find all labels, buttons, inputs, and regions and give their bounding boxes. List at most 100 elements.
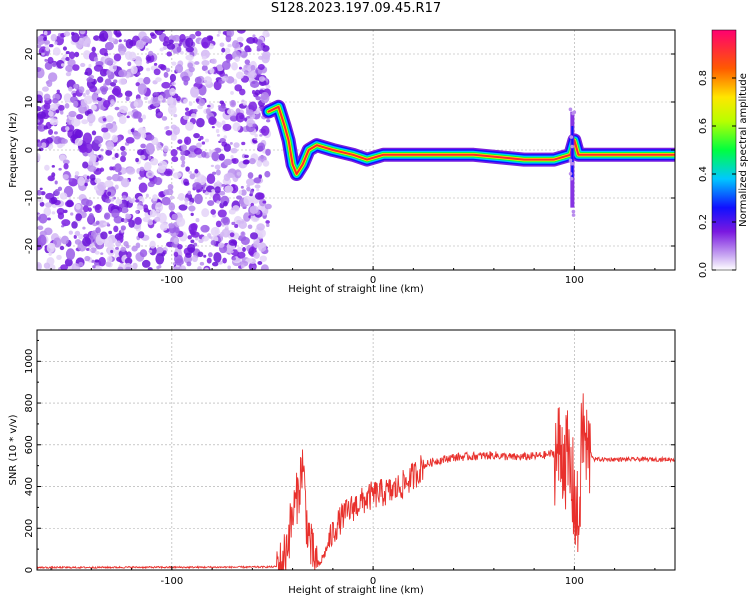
noise-blob — [120, 178, 130, 188]
noise-blob — [168, 39, 174, 44]
noise-blob — [71, 263, 81, 270]
noise-blob — [174, 258, 184, 266]
noise-blob — [215, 220, 222, 228]
noise-blob — [137, 149, 145, 156]
noise-blob — [126, 251, 132, 259]
noise-blob — [73, 100, 79, 108]
noise-blob — [49, 118, 59, 126]
noise-blob — [74, 171, 80, 176]
noise-blob — [245, 178, 256, 186]
spike-scatter — [568, 158, 573, 163]
noise-blob — [81, 36, 91, 48]
noise-blob — [150, 158, 159, 166]
noise-blob — [91, 130, 97, 136]
noise-blob — [207, 102, 215, 110]
spike-scatter — [569, 176, 574, 181]
noise-blob — [106, 255, 113, 263]
noise-blob — [141, 132, 147, 139]
noise-blob — [235, 71, 244, 80]
noise-blob — [242, 159, 250, 165]
noise-blob — [62, 46, 67, 51]
noise-blob — [256, 188, 260, 192]
noise-blob — [199, 261, 205, 266]
noise-blob — [120, 246, 127, 252]
noise-blob — [264, 203, 272, 210]
noise-blob — [139, 166, 145, 172]
noise-blob — [188, 171, 192, 175]
signal-track-band — [266, 105, 675, 176]
noise-blob — [246, 186, 251, 192]
spike-scatter — [568, 107, 573, 112]
noise-blob — [206, 173, 216, 185]
noise-blob — [82, 236, 91, 247]
noise-blob — [237, 246, 243, 253]
noise-blob — [53, 131, 58, 135]
noise-blob — [111, 208, 120, 219]
noise-blob — [266, 119, 271, 123]
noise-blob — [76, 113, 84, 120]
noise-blob — [117, 266, 124, 270]
noise-blob — [207, 200, 215, 206]
noise-blob — [154, 30, 164, 36]
noise-blob — [257, 64, 265, 71]
noise-blob — [212, 261, 219, 267]
noise-blob — [39, 187, 43, 191]
noise-blob — [55, 109, 60, 114]
noise-blob — [222, 257, 227, 264]
noise-blob — [124, 51, 133, 60]
noise-blob — [43, 40, 51, 45]
noise-blob — [43, 207, 52, 217]
noise-blob — [238, 66, 243, 70]
noise-blob — [227, 265, 231, 270]
noise-blob — [265, 84, 271, 89]
snr-y-tick-label: 800 — [24, 393, 35, 412]
noise-blob — [100, 252, 104, 256]
noise-blob — [155, 77, 162, 83]
noise-blob — [135, 210, 139, 214]
noise-blob — [73, 83, 79, 89]
noise-blob — [118, 51, 126, 56]
noise-blob — [194, 168, 199, 174]
noise-blob — [240, 264, 245, 269]
noise-blob — [103, 83, 107, 88]
noise-blob — [104, 180, 114, 188]
noise-blob — [196, 117, 205, 128]
colorbar-gradient — [711, 29, 737, 271]
noise-blob — [262, 200, 267, 204]
noise-blob — [187, 243, 196, 253]
noise-blob — [216, 180, 220, 184]
noise-blob — [120, 150, 127, 157]
noise-blob — [50, 33, 58, 42]
spectrogram-noise-region — [37, 30, 272, 270]
noise-blob — [256, 160, 263, 167]
spike-scatter — [570, 161, 575, 166]
noise-blob — [242, 247, 246, 253]
noise-blob — [45, 45, 50, 52]
noise-blob — [183, 136, 192, 146]
noise-blob — [138, 117, 143, 123]
noise-blob — [51, 165, 55, 168]
noise-blob — [232, 40, 240, 49]
noise-blob — [90, 247, 97, 254]
noise-blob — [188, 205, 196, 212]
noise-blob — [100, 148, 104, 152]
noise-blob — [236, 30, 246, 34]
noise-blob — [37, 35, 46, 46]
noise-blob — [149, 245, 157, 256]
noise-blob — [183, 149, 191, 156]
noise-blob — [39, 201, 45, 207]
noise-blob — [214, 164, 221, 170]
noise-blob — [223, 135, 227, 139]
noise-blob — [89, 85, 98, 93]
noise-blob — [189, 173, 196, 180]
noise-blob — [223, 173, 231, 182]
noise-blob — [198, 98, 206, 107]
noise-blob — [68, 51, 76, 60]
noise-blob — [162, 46, 168, 50]
noise-blob — [118, 39, 122, 43]
noise-blob — [97, 76, 104, 83]
noise-blob — [93, 64, 104, 72]
noise-blob — [181, 75, 191, 82]
noise-blob — [197, 138, 202, 142]
noise-blob — [72, 93, 77, 98]
